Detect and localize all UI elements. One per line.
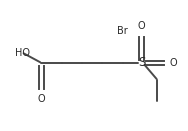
Text: O: O	[37, 94, 45, 104]
Text: O: O	[169, 58, 177, 68]
Text: O: O	[138, 21, 146, 31]
Text: Br: Br	[117, 26, 128, 36]
Text: S: S	[138, 56, 146, 69]
Text: HO: HO	[15, 48, 30, 58]
